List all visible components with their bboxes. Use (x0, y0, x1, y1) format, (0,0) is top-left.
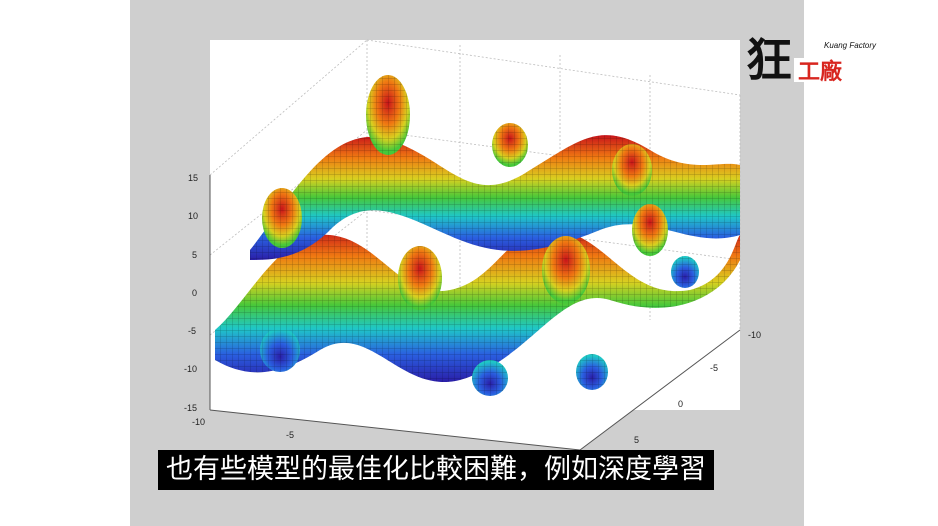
right-blank-margin (804, 0, 938, 526)
x-axis-ticks: -10 -5 (192, 417, 294, 440)
logo-small-text: Kuang Factory (824, 41, 877, 50)
subtitle-caption: 也有些模型的最佳化比較困難，例如深度學習 (158, 450, 714, 490)
z-tick: 15 (188, 173, 198, 183)
surface-plot-figure: 15 10 5 0 -5 -10 -15 -10 -5 -10 -5 0 5 (184, 39, 761, 451)
z-tick: -15 (184, 403, 197, 413)
z-tick: -10 (184, 364, 197, 374)
video-frame: 15 10 5 0 -5 -10 -15 -10 -5 -10 -5 0 5 狂… (130, 0, 886, 526)
z-tick: 5 (192, 250, 197, 260)
y-tick: -10 (748, 330, 761, 340)
z-tick: -5 (188, 326, 196, 336)
x-tick: -10 (192, 417, 205, 427)
x-tick: -5 (286, 430, 294, 440)
y-tick: 0 (678, 399, 683, 409)
y-tick: 5 (634, 435, 639, 445)
kuang-factory-logo-icon: 狂 工廠 Kuang Factory (746, 33, 886, 87)
rainbow-surface (215, 75, 740, 396)
logo-main-char: 狂 (746, 33, 792, 87)
y-tick: -5 (710, 363, 718, 373)
left-blank-margin (0, 0, 130, 526)
z-tick: 0 (192, 288, 197, 298)
z-axis-ticks: 15 10 5 0 -5 -10 -15 (184, 173, 198, 413)
logo-sub-chars: 工廠 (798, 59, 843, 85)
z-tick: 10 (188, 211, 198, 221)
y-axis-ticks: -10 -5 0 5 (634, 330, 761, 445)
